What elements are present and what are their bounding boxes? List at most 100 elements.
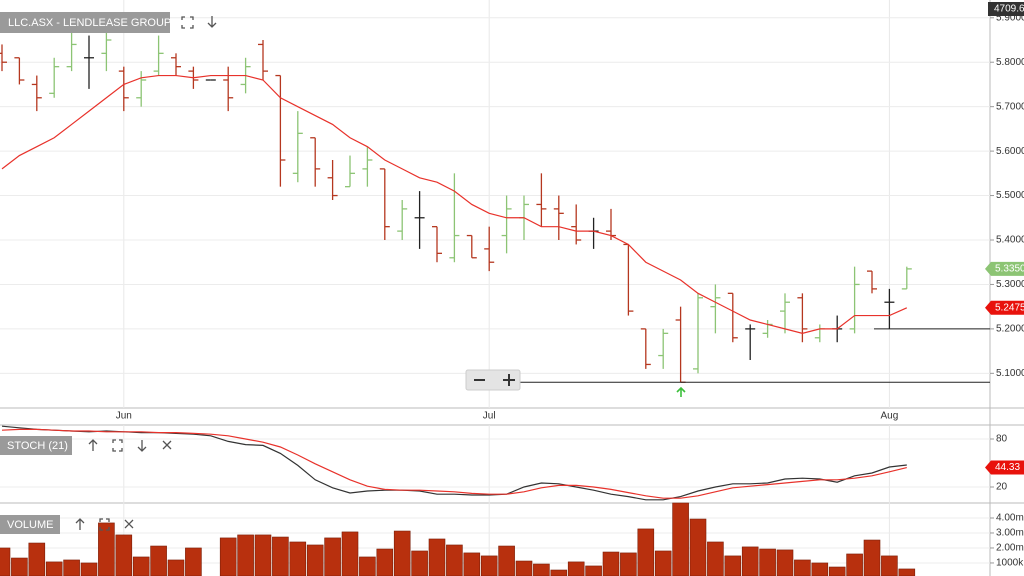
y-tick-label: 2.00m <box>996 543 1024 554</box>
volume-bar <box>11 557 28 576</box>
volume-icons <box>75 518 134 531</box>
y-tick-label: 5.3000 <box>996 279 1024 290</box>
volume-bar <box>480 555 498 576</box>
volume-bar <box>324 537 341 576</box>
volume-bar <box>898 568 916 576</box>
volume-bar <box>602 551 620 576</box>
chart-title: LLC.ASX - LENDLEASE GROUP <box>8 17 171 29</box>
y-tick-label: 1000k <box>996 558 1024 569</box>
volume-bar <box>637 528 655 576</box>
volume-title-box <box>0 515 60 534</box>
expand-icon[interactable] <box>181 16 194 29</box>
volume-bar <box>45 561 63 576</box>
volume-bar <box>132 556 150 576</box>
y-tick-label: 3.00m <box>996 528 1024 539</box>
volume-bar <box>707 541 724 576</box>
volume-bar <box>776 549 794 576</box>
volume-bar <box>498 545 515 576</box>
volume-bar <box>219 537 237 576</box>
volume-bar <box>794 559 811 576</box>
zoom-controls <box>465 369 521 391</box>
x-tick-label: Aug <box>881 411 899 422</box>
volume-bar <box>376 548 394 576</box>
up-icon[interactable] <box>88 439 98 451</box>
volume-bar <box>341 531 359 576</box>
close-icon[interactable] <box>124 519 134 529</box>
volume-bar <box>254 534 272 576</box>
signal-arrow <box>676 386 686 397</box>
y-tick-label: 5.6000 <box>996 146 1024 157</box>
title-box <box>0 12 170 33</box>
volume-bar <box>881 555 898 576</box>
y-tick-label: 5.5000 <box>996 190 1024 201</box>
y-tick-label: 20 <box>996 482 1008 493</box>
price-tag-label: 5.3350 <box>995 264 1024 275</box>
value-label: 44.33 <box>995 462 1020 473</box>
y-tick-label: 5.2000 <box>996 324 1024 335</box>
volume-bar <box>393 530 411 576</box>
volume-bar <box>446 544 463 576</box>
volume-bar <box>811 562 829 576</box>
volume-title: VOLUME <box>7 519 53 531</box>
close-icon[interactable] <box>162 440 172 450</box>
y-tick-label: 5.1000 <box>996 368 1024 379</box>
volume-bar <box>620 552 637 576</box>
volume-bar <box>237 534 254 576</box>
stoch-title: STOCH (21) <box>7 440 68 452</box>
price-tag <box>985 300 1024 315</box>
stoch-icons <box>88 439 172 452</box>
y-tick-label: 5.9000 <box>996 12 1024 23</box>
volume-bar <box>533 563 550 576</box>
down-icon[interactable] <box>207 16 217 28</box>
y-tick-label: 4.00m <box>996 513 1024 524</box>
volume-bar <box>654 550 672 576</box>
title-icons <box>181 16 217 29</box>
down-icon[interactable] <box>137 440 147 452</box>
volume-bar <box>411 550 428 576</box>
volume-bar <box>150 545 167 576</box>
y-tick-label: 5.7000 <box>996 101 1024 112</box>
volume-bar <box>585 565 602 576</box>
y-tick-label: 5.4000 <box>996 235 1024 246</box>
volume-bar <box>28 542 46 576</box>
expand-icon[interactable] <box>112 439 123 452</box>
volume-bar <box>672 502 689 576</box>
moving-average <box>1 74 908 334</box>
volume-bar <box>724 555 742 576</box>
header-value: 4709.60 <box>994 4 1024 15</box>
volume-bar <box>306 544 324 576</box>
volume-bar <box>463 552 481 576</box>
volume-bar <box>689 518 707 576</box>
volume-bar <box>80 562 98 576</box>
y-tick-label: 5.8000 <box>996 57 1024 68</box>
zoom-in-button[interactable] <box>503 374 515 386</box>
price-tag <box>985 261 1024 276</box>
x-tick-label: Jun <box>116 411 132 422</box>
volume-bar <box>863 539 881 576</box>
volume-bar <box>289 541 307 576</box>
stoch-title-box <box>0 436 72 455</box>
volume-bar <box>567 561 585 576</box>
volume-bar <box>115 534 133 576</box>
volume-bar <box>428 538 446 576</box>
volume-bar <box>550 569 568 576</box>
volume-bar <box>741 546 759 576</box>
volume-bar <box>515 560 533 576</box>
volume-bar <box>846 553 863 576</box>
volume-bar <box>0 547 11 576</box>
up-icon[interactable] <box>75 518 85 530</box>
volume-bar <box>272 536 289 576</box>
volume-bar <box>63 559 80 576</box>
volume-bar <box>359 556 376 576</box>
price-tag-label: 5.2475 <box>995 302 1024 313</box>
volume-bar <box>828 566 846 576</box>
volume-bar <box>167 559 185 576</box>
expand-icon[interactable] <box>99 518 110 531</box>
header-value-box <box>988 2 1024 16</box>
volume-bar <box>759 548 776 576</box>
y-tick-label: 80 <box>996 434 1008 445</box>
volume-bar <box>185 547 202 576</box>
x-tick-label: Jul <box>483 411 496 422</box>
